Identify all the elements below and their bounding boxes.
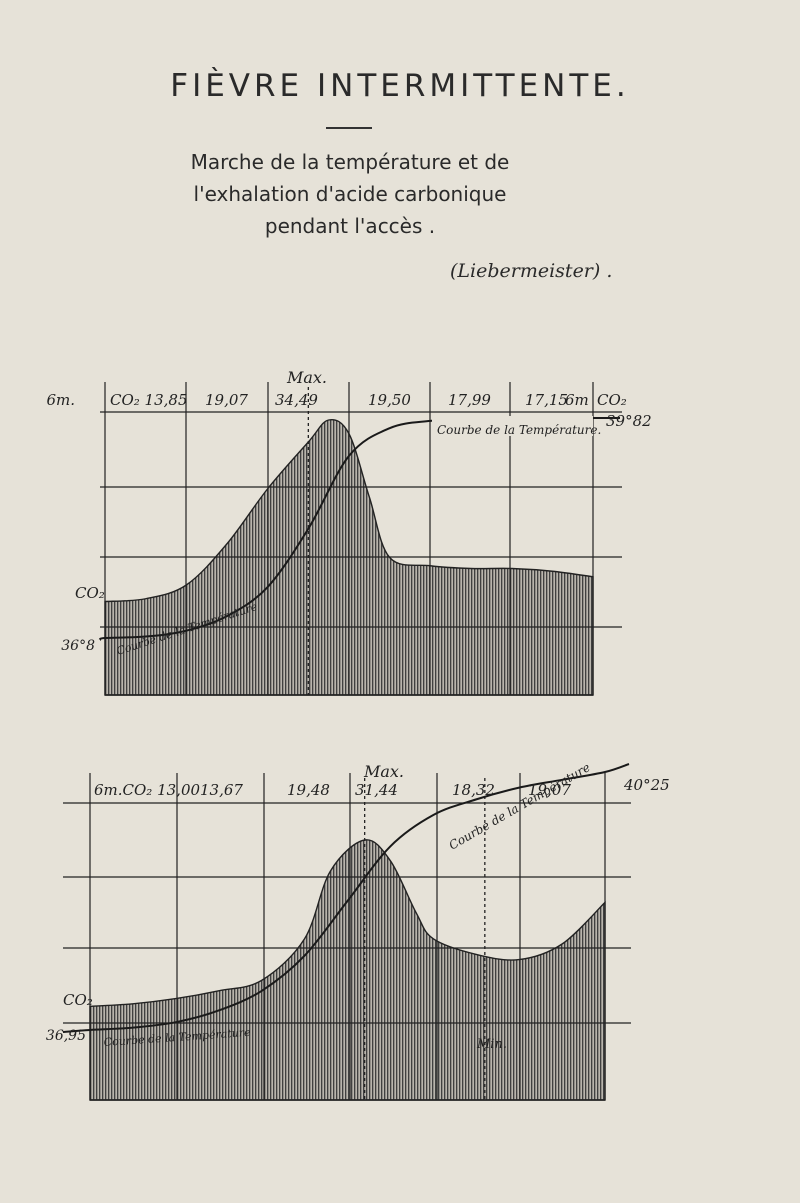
temperature-curve-label-box: Courbe de la Température.: [437, 423, 601, 437]
chart-1: [98, 382, 622, 696]
header-value-2: 19,07: [205, 391, 248, 409]
header-value-1: 13,67: [200, 781, 243, 799]
temperature-start-label: 36,95: [46, 1028, 86, 1044]
header-value-0: 6m.CO₂ 13,00: [94, 781, 200, 799]
curve-label-bg: [432, 416, 593, 436]
source-citation: (Liebermeister) .: [450, 260, 613, 282]
co2-label: CO₂: [63, 991, 93, 1009]
chart-2: [62, 763, 631, 1101]
header-value-3: 34,49: [275, 391, 318, 409]
subtitle-line-1: Marche de la température et de: [190, 150, 510, 174]
title-divider: [326, 127, 372, 129]
co2-label: CO₂: [75, 584, 105, 602]
co2-area: [89, 839, 606, 1101]
subtitle-line-3: pendant l'accès .: [264, 214, 436, 238]
page-title: FIÈVRE INTERMITTENTE.: [170, 68, 630, 104]
header-value-8: CO₂: [597, 391, 627, 409]
min-label: Min.: [476, 1037, 507, 1052]
temperature-start-label: 36°8: [61, 638, 95, 654]
temperature-end-label: 39°82: [606, 412, 652, 430]
header-value-0: 6m.: [46, 391, 75, 409]
max-label: Max.: [363, 762, 404, 781]
subtitle-line-2: l'exhalation d'acide carbonique: [193, 182, 507, 206]
header-value-4: 19,50: [368, 391, 411, 409]
max-label: Max.: [286, 368, 327, 387]
header-value-7: 6m: [565, 391, 589, 409]
header-value-6: 17,15: [525, 391, 568, 409]
header-value-4: 18,32: [452, 781, 495, 799]
temperature-end-label: 40°25: [623, 776, 670, 794]
header-value-2: 19,48: [287, 781, 330, 799]
header-value-3: 31,44: [355, 781, 398, 799]
header-value-5: 19,07: [528, 781, 571, 799]
temperature-curve: [62, 763, 630, 1033]
header-value-1: CO₂ 13,85: [110, 391, 188, 409]
page-subtitle: Marche de la température et de l'exhalat…: [0, 146, 700, 242]
header-value-5: 17,99: [448, 391, 491, 409]
